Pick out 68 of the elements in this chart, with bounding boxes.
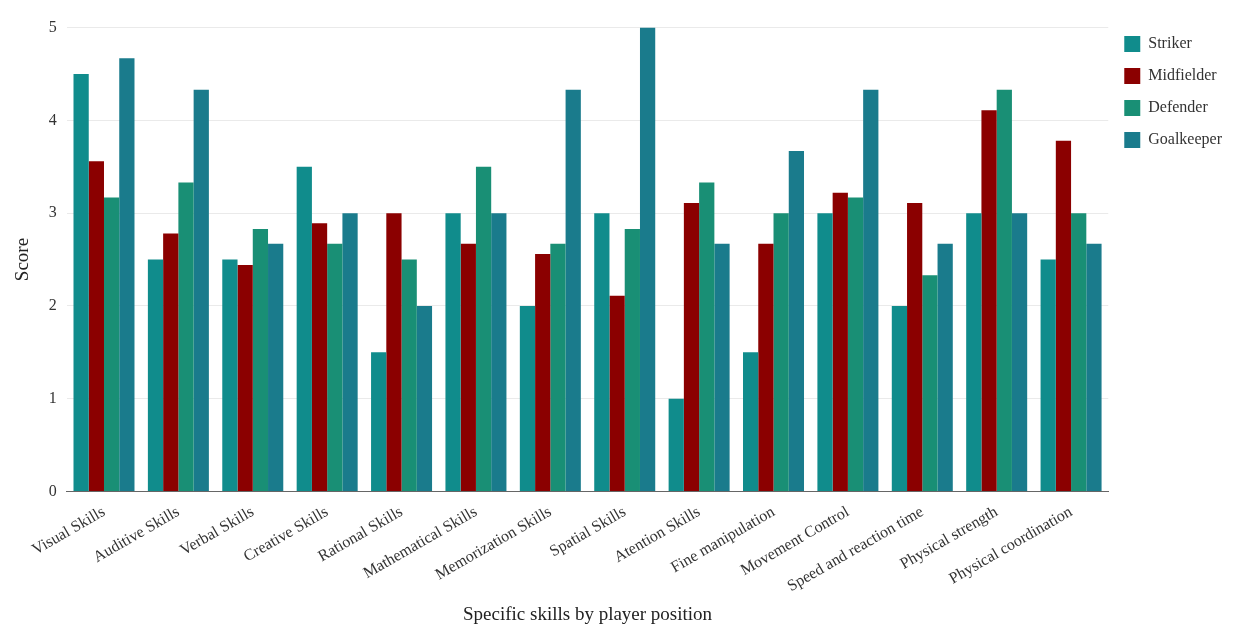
bar xyxy=(371,352,387,491)
bar xyxy=(1071,213,1087,491)
bar xyxy=(996,89,1012,491)
bar xyxy=(758,243,774,491)
bar xyxy=(981,110,997,491)
bar xyxy=(966,213,982,491)
bar xyxy=(699,182,715,491)
bar xyxy=(193,89,209,491)
y-tick-label: 2 xyxy=(48,296,57,314)
bar xyxy=(119,58,135,491)
bar xyxy=(268,243,284,491)
legend-label: Defender xyxy=(1148,98,1209,116)
bar xyxy=(416,305,433,491)
bar xyxy=(624,228,640,491)
bar xyxy=(550,243,566,491)
bar xyxy=(460,243,476,491)
bar xyxy=(88,161,104,491)
bar xyxy=(1055,140,1072,491)
bar xyxy=(535,253,551,491)
bar xyxy=(178,182,194,491)
bar xyxy=(565,89,581,491)
bar xyxy=(594,213,610,491)
bar xyxy=(237,265,253,491)
bar xyxy=(1011,213,1028,491)
bar xyxy=(683,202,700,491)
bar xyxy=(743,352,759,491)
bar xyxy=(163,233,179,491)
legend-label: Midfielder xyxy=(1148,66,1218,84)
bar xyxy=(907,202,923,491)
bar xyxy=(311,223,328,491)
bar xyxy=(832,192,848,491)
bar xyxy=(296,166,312,491)
legend-label: Goalkeeper xyxy=(1148,130,1223,149)
bar xyxy=(386,213,402,491)
bar xyxy=(475,166,492,491)
bar xyxy=(609,295,625,491)
bar xyxy=(714,243,730,491)
bar xyxy=(668,398,684,491)
bar xyxy=(519,305,536,491)
bar xyxy=(401,259,417,491)
bar xyxy=(342,213,358,491)
y-axis-title: Score xyxy=(11,237,33,282)
bar xyxy=(147,259,164,491)
bar xyxy=(922,275,938,491)
bar xyxy=(639,27,656,491)
y-tick-label: 1 xyxy=(48,388,57,406)
bar xyxy=(788,151,805,491)
bar xyxy=(1086,243,1102,491)
y-tick-label: 4 xyxy=(48,110,57,128)
bar xyxy=(937,243,953,491)
legend-label: Striker xyxy=(1148,34,1193,52)
bar xyxy=(817,213,833,491)
bar xyxy=(773,213,789,491)
bar xyxy=(104,197,120,491)
bar xyxy=(445,213,461,491)
bar xyxy=(73,73,89,491)
bar xyxy=(1040,259,1056,491)
y-tick-label: 5 xyxy=(48,17,57,35)
bar xyxy=(891,305,908,491)
x-axis-title: Specific skills by player position xyxy=(462,602,713,624)
y-tick-label: 3 xyxy=(48,203,57,221)
bar xyxy=(252,228,269,491)
bar xyxy=(863,89,879,491)
y-tick-label: 0 xyxy=(48,481,57,499)
bar xyxy=(847,197,864,491)
bar xyxy=(222,259,238,491)
bar xyxy=(491,213,507,491)
bar xyxy=(327,243,343,491)
